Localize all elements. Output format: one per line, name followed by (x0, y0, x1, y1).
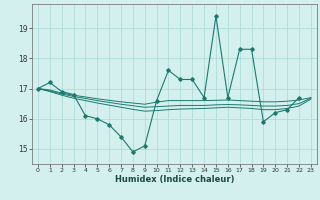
X-axis label: Humidex (Indice chaleur): Humidex (Indice chaleur) (115, 175, 234, 184)
